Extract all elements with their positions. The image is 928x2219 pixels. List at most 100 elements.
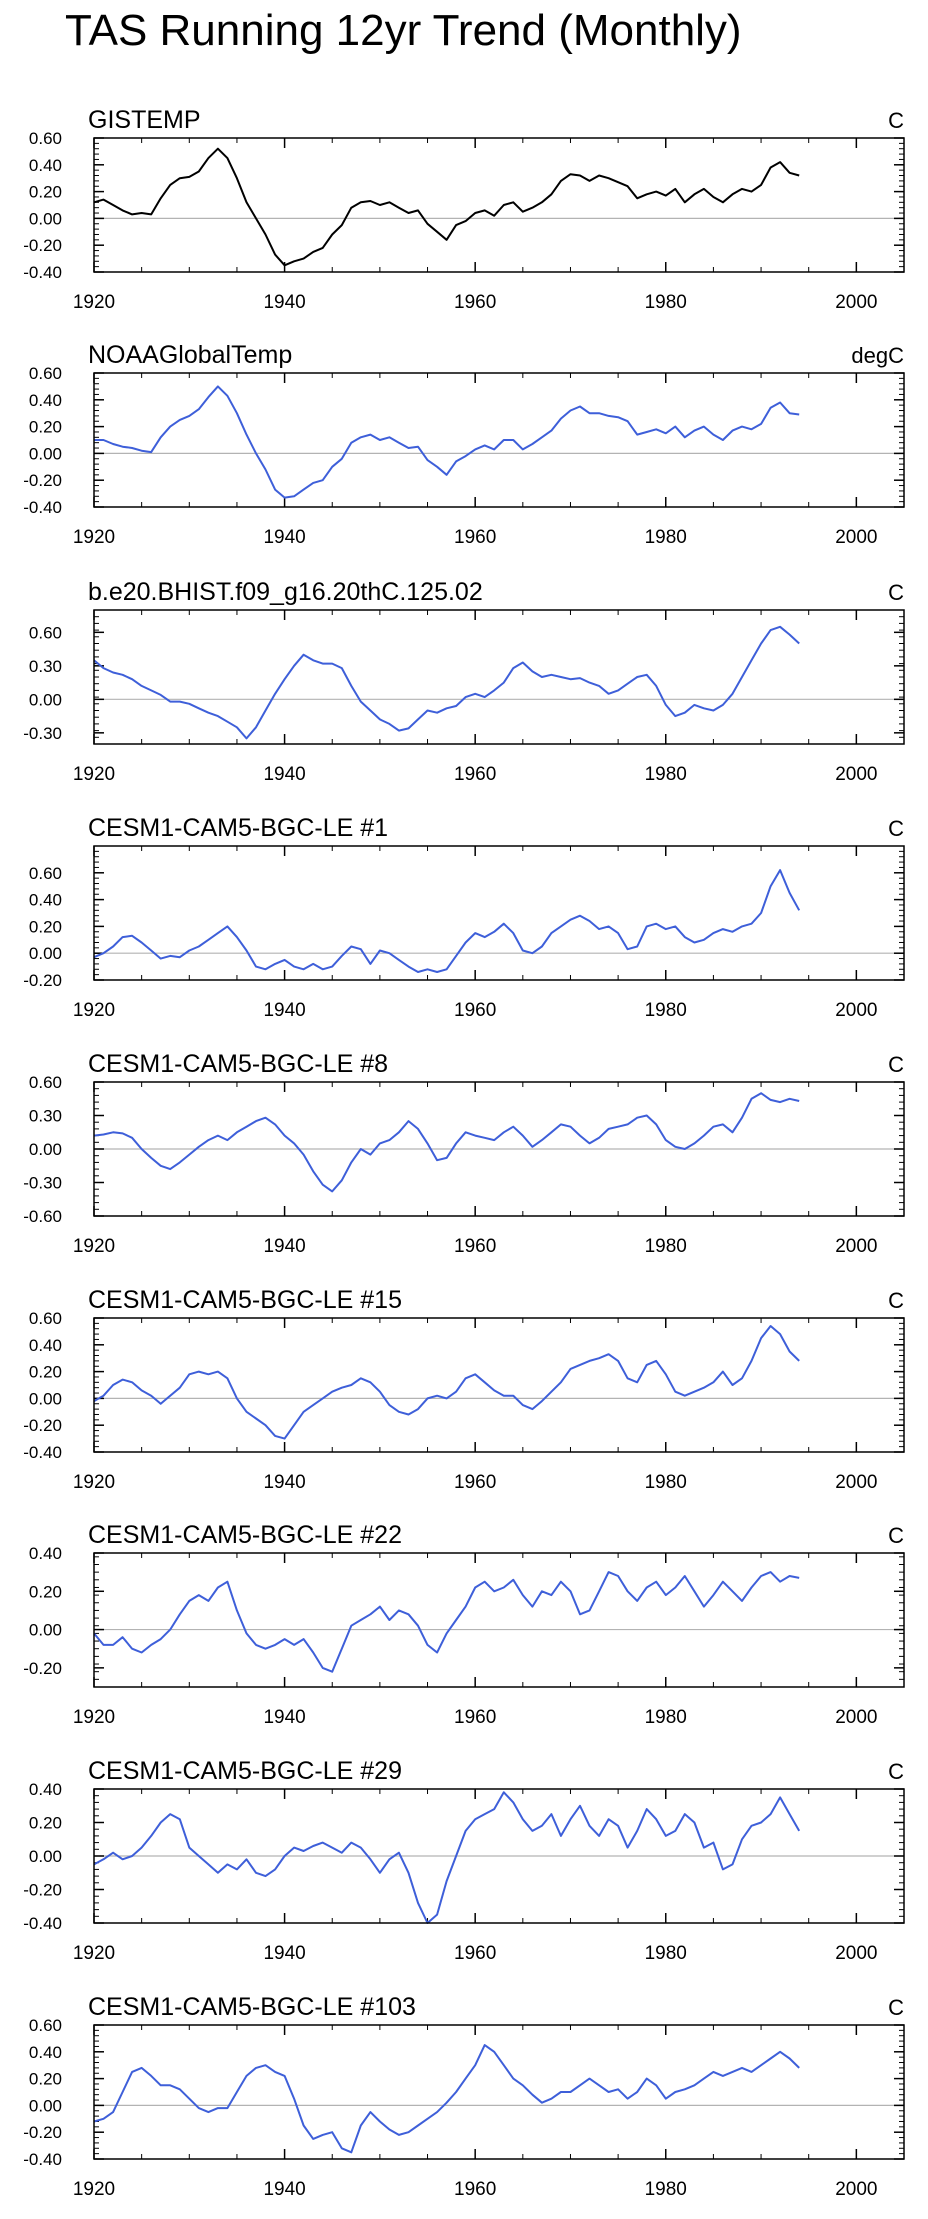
panel-2-x-tick-label: 1960 xyxy=(454,527,496,548)
panel-8-y-tick-label: -0.40 xyxy=(23,1914,62,1933)
panel-4-y-tick-label: 0.40 xyxy=(29,891,62,910)
panel-5-plot-frame xyxy=(93,1081,905,1217)
panel-1-x-tick-label: 1920 xyxy=(73,292,115,313)
panel-7-y-tick-label: -0.20 xyxy=(23,1659,62,1678)
panel-3-series-line xyxy=(93,625,800,740)
panel-4-y-tick-label: 0.20 xyxy=(29,917,62,936)
panel-3-x-tick-label: 1980 xyxy=(645,764,687,785)
panel-5-x-tick-label: 1980 xyxy=(645,1236,687,1257)
panel-1-title: GISTEMP xyxy=(88,106,201,134)
panel-1-y-tick-label: 0.60 xyxy=(29,129,62,148)
panel-1-plot-frame xyxy=(93,137,905,273)
panel-3-title: b.e20.BHIST.f09_g16.20thC.125.02 xyxy=(88,578,483,606)
panel-8-units: C xyxy=(888,1759,904,1784)
panel-9-x-tick-label: 1920 xyxy=(73,2179,115,2200)
panel-7-title: CESM1-CAM5-BGC-LE #22 xyxy=(88,1521,402,1549)
panel-2-x-tick-label: 1920 xyxy=(73,527,115,548)
panel-4-units: C xyxy=(888,816,904,841)
panel-2-y-tick-label: 0.20 xyxy=(29,418,62,437)
panel-7-x-tick-label: 1940 xyxy=(263,1707,305,1728)
panel-1-y-tick-label: -0.40 xyxy=(23,263,62,282)
panel-7-y-tick-label: 0.00 xyxy=(29,1621,62,1640)
panel-9-y-tick-label: 0.20 xyxy=(29,2070,62,2089)
panel-7-series-line xyxy=(93,1571,800,1673)
panel-5-y-tick-label: -0.30 xyxy=(23,1174,62,1193)
panel-7-plot-frame xyxy=(93,1552,905,1688)
panel-4-y-tick-label: -0.20 xyxy=(23,971,62,990)
panel-9-x-tick-label: 2000 xyxy=(835,2179,877,2200)
panel-6-x-tick-label: 1940 xyxy=(263,1472,305,1493)
panel-9-x-tick-label: 1980 xyxy=(645,2179,687,2200)
panel-6-plot-frame xyxy=(93,1317,905,1453)
panel-4-plot-frame xyxy=(93,845,905,981)
panel-8-y-tick-label: 0.00 xyxy=(29,1847,62,1866)
panel-3-y-tick-label: -0.30 xyxy=(23,724,62,743)
panel-4-y-tick-label: 0.60 xyxy=(29,864,62,883)
panel-3-x-tick-label: 1920 xyxy=(73,764,115,785)
panel-3-x-tick-label: 2000 xyxy=(835,764,877,785)
panel-1-y-tick-label: 0.00 xyxy=(29,209,62,228)
panel-5-y-tick-label: 0.60 xyxy=(29,1073,62,1092)
panel-3-y-tick-label: 0.60 xyxy=(29,623,62,642)
panel-4-title: CESM1-CAM5-BGC-LE #1 xyxy=(88,814,388,842)
panel-8-y-tick-label: 0.40 xyxy=(29,1780,62,1799)
panel-5-y-tick-label: 0.00 xyxy=(29,1140,62,1159)
panel-1-x-tick-label: 1980 xyxy=(645,292,687,313)
panel-4-x-tick-label: 2000 xyxy=(835,1000,877,1021)
panel-3-x-tick-label: 1960 xyxy=(454,764,496,785)
panel-4-x-tick-label: 1940 xyxy=(263,1000,305,1021)
panel-7-y-tick-label: 0.40 xyxy=(29,1544,62,1563)
panel-8-x-tick-label: 1920 xyxy=(73,1943,115,1964)
panel-5-x-tick-label: 1940 xyxy=(263,1236,305,1257)
panel-6-x-tick-label: 1960 xyxy=(454,1472,496,1493)
panel-6-x-tick-label: 1920 xyxy=(73,1472,115,1493)
panel-1-x-tick-label: 2000 xyxy=(835,292,877,313)
panel-1-units: C xyxy=(888,108,904,133)
panel-5-x-tick-label: 1920 xyxy=(73,1236,115,1257)
panel-2-y-tick-label: 0.00 xyxy=(29,444,62,463)
panel-1-x-tick-label: 1960 xyxy=(454,292,496,313)
panel-6-y-tick-label: -0.20 xyxy=(23,1416,62,1435)
panel-6-units: C xyxy=(888,1288,904,1313)
panel-4-x-tick-label: 1960 xyxy=(454,1000,496,1021)
panel-8-title: CESM1-CAM5-BGC-LE #29 xyxy=(88,1757,402,1785)
panel-2-plot-frame xyxy=(93,372,905,508)
panel-9-x-tick-label: 1960 xyxy=(454,2179,496,2200)
panel-9-plot-frame xyxy=(93,2024,905,2160)
panel-8-x-tick-label: 1960 xyxy=(454,1943,496,1964)
panel-1-y-tick-label: 0.20 xyxy=(29,183,62,202)
panel-7-x-tick-label: 2000 xyxy=(835,1707,877,1728)
panel-2-units: degC xyxy=(851,343,904,368)
panel-8-x-tick-label: 1940 xyxy=(263,1943,305,1964)
panel-1-y-tick-label: -0.20 xyxy=(23,236,62,255)
panel-5-title: CESM1-CAM5-BGC-LE #8 xyxy=(88,1050,388,1078)
panel-5-x-tick-label: 2000 xyxy=(835,1236,877,1257)
panel-5-x-tick-label: 1960 xyxy=(454,1236,496,1257)
panel-9-y-tick-label: -0.40 xyxy=(23,2150,62,2169)
panel-3-units: C xyxy=(888,580,904,605)
panel-5-series-line xyxy=(93,1092,800,1193)
panel-9-x-tick-label: 1940 xyxy=(263,2179,305,2200)
panel-8-x-tick-label: 1980 xyxy=(645,1943,687,1964)
panel-2-y-tick-label: 0.60 xyxy=(29,364,62,383)
panel-2-y-tick-label: -0.20 xyxy=(23,471,62,490)
panel-1-series-line xyxy=(93,147,800,267)
panel-2-series-line xyxy=(94,385,800,499)
panel-6-series-line xyxy=(93,1325,800,1440)
panel-8-plot-frame xyxy=(93,1788,905,1924)
panel-8-series-line xyxy=(93,1791,801,1924)
panel-6-y-tick-label: -0.40 xyxy=(23,1443,62,1462)
panel-4-x-tick-label: 1920 xyxy=(73,1000,115,1021)
panel-8-x-tick-label: 2000 xyxy=(835,1943,877,1964)
panel-4-x-tick-label: 1980 xyxy=(645,1000,687,1021)
panel-6-y-tick-label: 0.60 xyxy=(29,1309,62,1328)
panel-9-series-line xyxy=(93,2044,800,2154)
panel-6-x-tick-label: 1980 xyxy=(645,1472,687,1493)
panel-9-title: CESM1-CAM5-BGC-LE #103 xyxy=(88,1993,416,2021)
panel-7-units: C xyxy=(888,1523,904,1548)
panel-2-y-tick-label: -0.40 xyxy=(23,498,62,517)
page-title: TAS Running 12yr Trend (Monthly) xyxy=(65,6,742,55)
panel-3-y-tick-label: 0.00 xyxy=(29,690,62,709)
panel-2-y-tick-label: 0.40 xyxy=(29,391,62,410)
